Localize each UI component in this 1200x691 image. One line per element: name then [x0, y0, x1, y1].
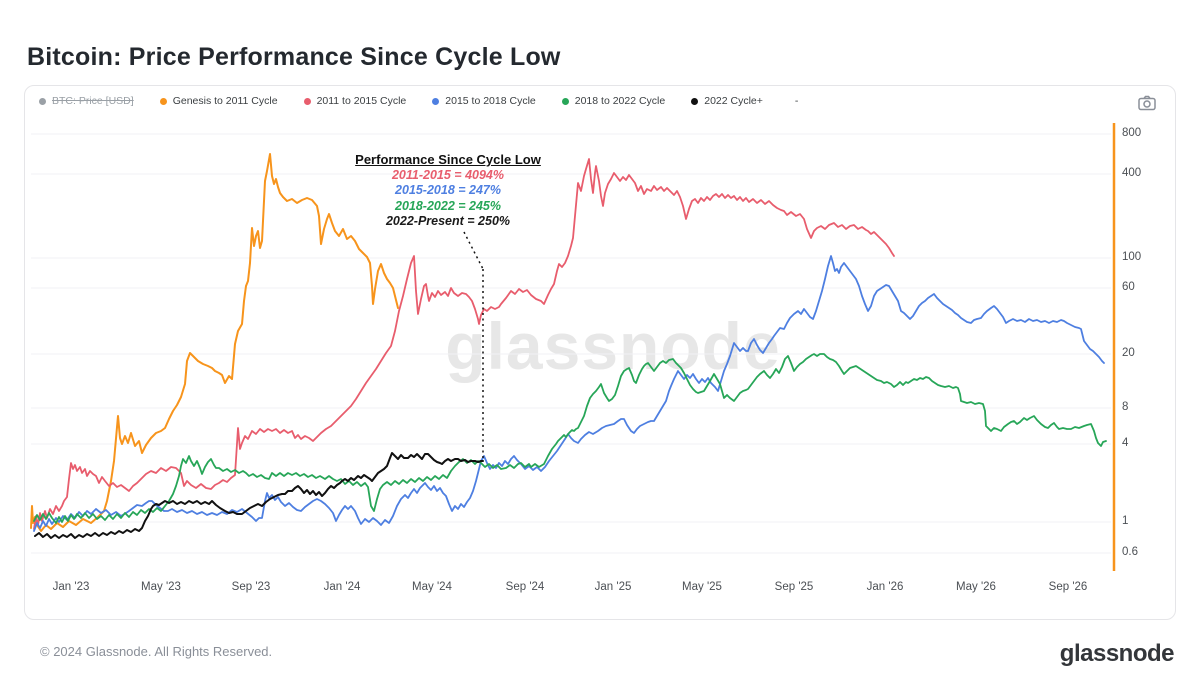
x-tick-label: Jan '26 [866, 581, 904, 593]
copyright-text: © 2024 Glassnode. All Rights Reserved. [40, 644, 273, 659]
performance-annotation: Performance Since Cycle Low 2011-2015 = … [355, 152, 541, 230]
y-tick-label: 20 [1122, 347, 1135, 359]
x-tick-label: Sep '26 [1048, 581, 1088, 593]
legend-dot-icon [432, 97, 440, 105]
y-tick-label: 800 [1122, 127, 1142, 139]
x-tick-label: Jan '25 [594, 581, 632, 593]
camera-icon [1138, 95, 1156, 111]
y-tick-label: 1 [1122, 515, 1129, 527]
legend-label: Genesis to 2011 Cycle [172, 95, 278, 107]
y-tick-label: 8 [1122, 401, 1129, 413]
legend-label: 2015 to 2018 Cycle [445, 95, 536, 107]
legend-dot-icon [159, 97, 167, 105]
legend-dot-icon [303, 97, 311, 105]
x-tick-label: Sep '24 [505, 581, 545, 593]
series-line-2022-cycle- [34, 452, 484, 539]
legend-label: BTC: Price [USD] [52, 95, 134, 107]
legend-label: 2011 to 2015 Cycle [316, 95, 407, 107]
glassnode-logo: glassnode [1059, 640, 1175, 667]
x-tick-label: Jan '23 [52, 581, 90, 593]
legend-label: 2018 to 2022 Cycle [574, 95, 666, 107]
legend-dot-icon [691, 97, 699, 105]
y-tick-label: 400 [1122, 167, 1142, 179]
x-tick-label: May '25 [682, 581, 722, 593]
annotation-stat-line: 2011-2015 = 4094% [391, 167, 505, 182]
camera-export-button[interactable] [1137, 94, 1159, 112]
annotation-stat-line: 2015-2018 = 247% [395, 183, 501, 197]
annotation-pointer-line [463, 231, 484, 270]
legend-item[interactable]: 2015 to 2018 Cycle [432, 95, 536, 107]
series-line-2018-to-2022-cycle [33, 353, 1107, 524]
price-performance-chart [30, 123, 1116, 571]
series-line-2015-to-2018-cycle [33, 255, 1105, 532]
y-tick-label: 0.6 [1122, 546, 1138, 558]
legend-dot-icon [561, 97, 569, 105]
legend-item[interactable]: Genesis to 2011 Cycle [159, 95, 278, 107]
x-tick-label: May '24 [412, 581, 452, 593]
chart-card: BTC: Price [USD] Genesis to 2011 Cycle 201… [24, 85, 1176, 620]
series-line-genesis-to-2011-cycle [30, 153, 399, 532]
x-tick-label: May '26 [956, 581, 996, 593]
y-tick-label: 100 [1122, 251, 1142, 263]
x-tick-label: Sep '23 [231, 581, 271, 593]
legend-item[interactable]: 2018 to 2022 Cycle [561, 95, 666, 107]
annotation-stat-line: 2022-Present = 250% [385, 214, 511, 228]
y-tick-label: 4 [1122, 437, 1129, 449]
legend-item[interactable]: - [795, 95, 799, 107]
annotation-stat-line: 2018-2022 = 245% [395, 198, 501, 213]
y-tick-label: 60 [1122, 281, 1135, 293]
x-tick-label: Jan '24 [323, 581, 361, 593]
chart-legend: BTC: Price [USD] Genesis to 2011 Cycle 201… [39, 95, 798, 107]
legend-item[interactable]: 2022 Cycle+ [691, 95, 763, 107]
x-tick-label: Sep '25 [774, 581, 814, 593]
page-title: Bitcoin: Price Performance Since Cycle L… [27, 42, 561, 71]
annotation-title: Performance Since Cycle Low [355, 152, 541, 167]
legend-item[interactable]: 2011 to 2015 Cycle [303, 95, 407, 107]
x-tick-label: May '23 [141, 581, 181, 593]
legend-item[interactable]: BTC: Price [USD] [39, 95, 134, 107]
legend-label: 2022 Cycle+ [704, 95, 763, 107]
legend-label: - [794, 95, 799, 107]
legend-dot-icon [39, 97, 46, 105]
series-line-2011-to-2015-cycle [33, 158, 895, 530]
